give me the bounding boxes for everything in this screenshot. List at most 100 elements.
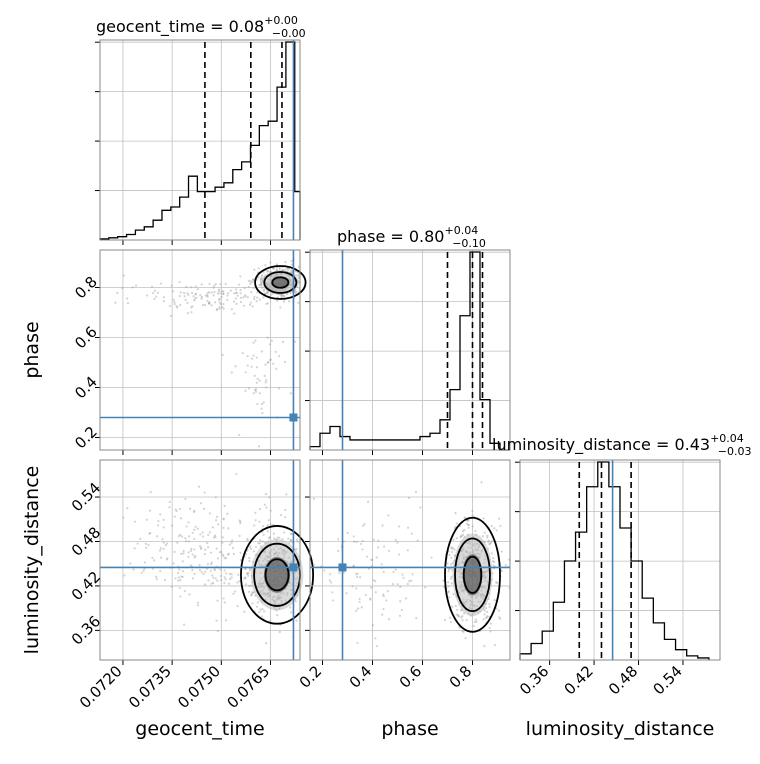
sample-point bbox=[278, 630, 281, 634]
sample-point bbox=[258, 508, 262, 511]
sample-point bbox=[359, 576, 362, 579]
sample-point bbox=[448, 595, 451, 599]
sample-point bbox=[213, 301, 217, 304]
sample-point bbox=[227, 582, 230, 585]
sample-point bbox=[356, 607, 360, 610]
sample-point bbox=[257, 276, 260, 279]
ylabel-luminosity-distance: luminosity_distance bbox=[21, 466, 43, 655]
sample-point bbox=[221, 553, 224, 556]
sample-point bbox=[289, 539, 292, 542]
sample-point bbox=[463, 528, 466, 532]
sample-point bbox=[262, 401, 265, 404]
sample-point bbox=[174, 508, 177, 511]
xtick-label-geocent-time-1: 0.0735 bbox=[125, 662, 175, 712]
sample-point bbox=[224, 578, 227, 581]
sample-point bbox=[268, 536, 272, 539]
sample-point bbox=[281, 268, 284, 272]
sample-point bbox=[192, 295, 195, 298]
sample-point bbox=[236, 294, 239, 297]
sample-point bbox=[205, 567, 209, 570]
sample-point bbox=[198, 545, 202, 548]
sample-point bbox=[201, 304, 205, 307]
sample-point bbox=[210, 291, 213, 294]
sample-point bbox=[180, 535, 184, 538]
sample-point bbox=[178, 568, 181, 571]
sample-point bbox=[448, 616, 452, 619]
sample-point bbox=[288, 300, 291, 303]
sample-point bbox=[204, 303, 207, 307]
sample-point bbox=[293, 340, 297, 343]
sample-point bbox=[194, 555, 197, 558]
sample-point bbox=[456, 608, 459, 611]
sample-point bbox=[492, 564, 495, 567]
sample-point bbox=[155, 578, 158, 581]
sample-point bbox=[366, 500, 370, 503]
sample-point bbox=[239, 288, 242, 292]
sample-point bbox=[264, 363, 267, 366]
sample-point bbox=[155, 575, 158, 578]
contour-phase-vs-luminosity-distance-1 bbox=[454, 537, 491, 613]
sample-point bbox=[200, 297, 203, 300]
sample-point bbox=[450, 550, 454, 554]
sample-point bbox=[221, 306, 224, 309]
sample-point bbox=[272, 267, 276, 270]
sample-point bbox=[232, 552, 235, 556]
sample-point bbox=[382, 545, 386, 548]
sample-point bbox=[398, 553, 401, 556]
sample-point bbox=[233, 312, 236, 315]
sample-point bbox=[283, 531, 286, 534]
sample-point bbox=[121, 287, 124, 290]
sample-point bbox=[145, 546, 148, 549]
truth-marker-phase-vs-luminosity-distance bbox=[338, 563, 347, 572]
sample-point bbox=[190, 306, 193, 309]
sample-point bbox=[260, 403, 263, 406]
sample-point bbox=[375, 556, 378, 559]
sample-point bbox=[346, 531, 349, 535]
sample-point bbox=[217, 290, 220, 293]
sample-point bbox=[377, 546, 380, 549]
sample-point bbox=[252, 286, 255, 290]
sample-point bbox=[262, 533, 265, 536]
sample-point bbox=[213, 567, 216, 571]
sample-point bbox=[196, 601, 200, 604]
sample-point bbox=[488, 602, 491, 605]
sample-point bbox=[212, 581, 215, 585]
sample-point bbox=[164, 544, 167, 547]
sample-point bbox=[194, 293, 197, 296]
sample-point bbox=[370, 558, 373, 561]
sample-point bbox=[195, 296, 198, 299]
sample-point bbox=[227, 292, 230, 295]
sample-point bbox=[185, 285, 188, 289]
sample-point bbox=[219, 292, 222, 295]
sample-point bbox=[191, 569, 194, 572]
sample-point bbox=[184, 298, 187, 302]
sample-point bbox=[187, 535, 191, 538]
sample-point bbox=[449, 620, 453, 624]
sample-point bbox=[257, 267, 260, 270]
sample-point bbox=[275, 263, 279, 266]
sample-point bbox=[256, 601, 259, 604]
sample-point bbox=[451, 547, 455, 550]
sample-point bbox=[283, 360, 286, 364]
sample-point bbox=[486, 615, 489, 618]
sample-point bbox=[419, 506, 422, 509]
sample-point bbox=[237, 283, 241, 286]
sample-point bbox=[289, 606, 292, 609]
panel-frame-geocent-time-vs-luminosity-distance bbox=[99, 459, 301, 661]
sample-point bbox=[453, 548, 456, 551]
density-phase-vs-luminosity-distance-core bbox=[462, 554, 483, 596]
sample-point bbox=[184, 497, 187, 501]
sample-point bbox=[221, 290, 224, 293]
sample-point bbox=[499, 617, 502, 620]
sample-point bbox=[399, 585, 402, 588]
sample-point bbox=[337, 538, 340, 541]
sample-point bbox=[173, 302, 176, 306]
sample-point bbox=[203, 553, 206, 556]
sample-point bbox=[177, 535, 180, 538]
sample-point bbox=[189, 507, 192, 510]
sample-point bbox=[178, 280, 181, 284]
sample-point bbox=[263, 374, 266, 377]
sample-point bbox=[448, 553, 451, 557]
sample-point bbox=[194, 292, 197, 296]
sample-point bbox=[258, 379, 261, 382]
